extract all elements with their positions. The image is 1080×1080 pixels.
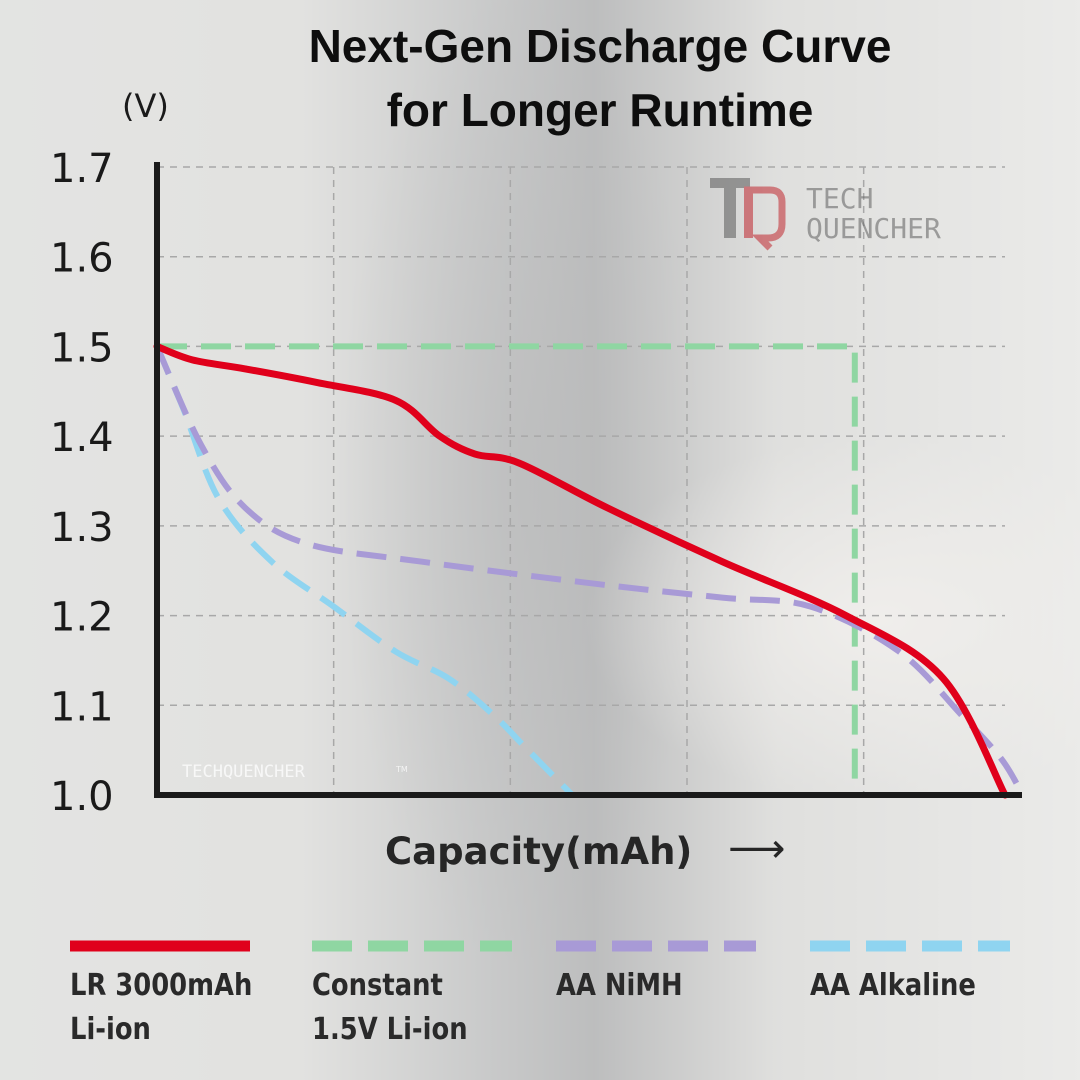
chart-axes	[154, 162, 1022, 798]
chart-title-line-1: Next-Gen Discharge Curve	[308, 20, 892, 72]
series-line-li-ion	[153, 342, 1009, 799]
legend-item-constant: Constant 1.5V Li-ion	[312, 964, 468, 1052]
legend-label-constant-line2: 1.5V Li-ion	[312, 1012, 468, 1047]
series-line-nimh	[154, 345, 1026, 797]
chart-title-line-2: for Longer Runtime	[386, 84, 814, 136]
legend-item-li-ion: LR 3000mAh Li-ion	[70, 964, 252, 1052]
legend-label-li-ion-line1: LR 3000mAh	[70, 968, 253, 1003]
y-tick-label-1.5: 1.5	[50, 325, 114, 371]
legend-item-alkaline: AA Alkaline	[810, 964, 976, 1008]
y-tick-label-1.3: 1.3	[50, 505, 114, 551]
watermark-logo-text-2: QUENCHER	[806, 212, 941, 245]
y-tick-label-1.1: 1.1	[50, 684, 114, 730]
legend-label-alkaline: AA Alkaline	[810, 968, 976, 1003]
techquencher-watermark: TECH QUENCHER TECHQUENCHER TM	[182, 178, 941, 782]
techquencher-logo-icon	[710, 178, 786, 251]
watermark-tm: TM	[395, 765, 408, 774]
legend-label-nimh: AA NiMH	[556, 968, 683, 1003]
y-tick-label-1.7: 1.7	[50, 146, 114, 192]
legend-label-li-ion-line2: Li-ion	[70, 1012, 151, 1047]
series-layer	[153, 342, 1026, 799]
series-line-alkaline	[154, 345, 575, 798]
x-axis-label: Capacity(mAh)	[385, 830, 692, 873]
series-line-constant	[157, 343, 858, 795]
watermark-small-text: TECHQUENCHER	[182, 762, 306, 782]
y-axis-label: (V)	[122, 87, 169, 125]
chart-grid	[157, 166, 1005, 795]
y-tick-labels: 1.7 1.6 1.5 1.4 1.3 1.2 1.1 1.0	[50, 146, 114, 820]
y-tick-label-1.0: 1.0	[50, 774, 114, 820]
y-tick-label-1.6: 1.6	[50, 236, 114, 282]
x-axis-arrow-icon: ⟶	[728, 826, 785, 872]
legend-item-nimh: AA NiMH	[556, 964, 683, 1008]
legend-label-constant-line1: Constant	[312, 968, 443, 1003]
y-tick-label-1.4: 1.4	[50, 415, 114, 461]
watermark-logo-text-1: TECH	[806, 182, 873, 215]
y-tick-label-1.2: 1.2	[50, 595, 114, 641]
